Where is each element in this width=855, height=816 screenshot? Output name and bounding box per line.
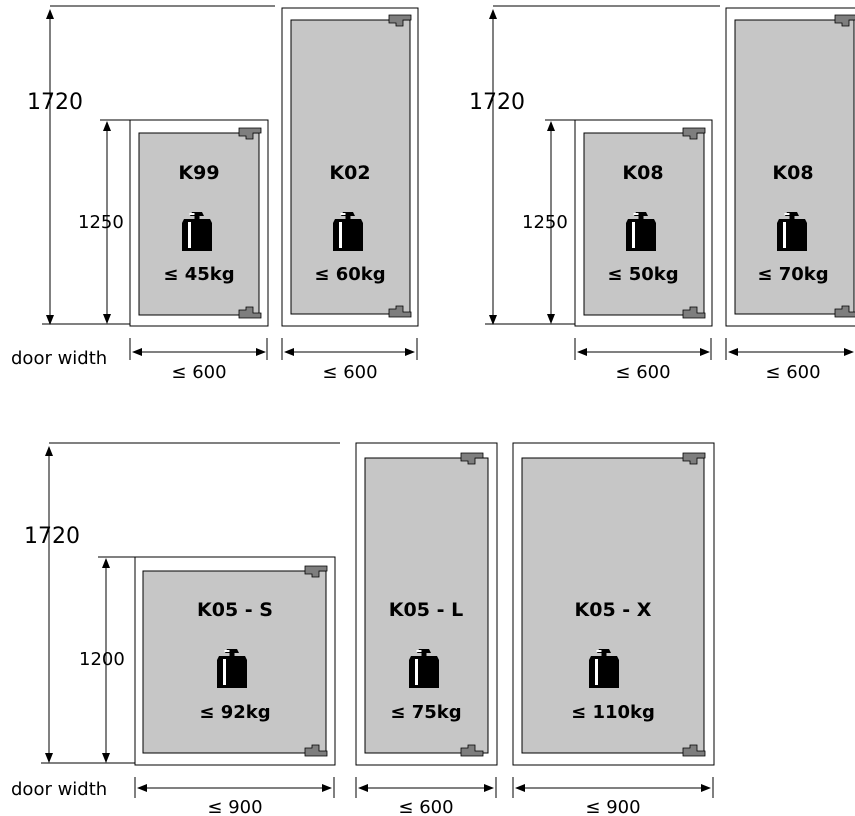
group-1: 1720 1250 K99 ≤ 45kg ≤ 600 K02 ≤ 60kg <box>27 5 419 383</box>
group-2: 1720 1250 K08 ≤ 50kg ≤ 600 K08 ≤ 70kg <box>469 5 855 383</box>
height-small-label: 1250 <box>522 212 568 233</box>
height-total-label: 1720 <box>24 524 80 549</box>
unit-width: ≤ 900 <box>207 797 262 816</box>
unit-code: K05 - X <box>575 599 652 621</box>
unit-weight: ≤ 50kg <box>607 264 678 285</box>
unit-code: K99 <box>178 162 219 184</box>
cabinet-unit: K02 ≤ 60kg ≤ 600 <box>281 7 419 383</box>
height-small-label: 1250 <box>78 212 124 233</box>
unit-width: ≤ 600 <box>765 362 820 383</box>
unit-width: ≤ 600 <box>322 362 377 383</box>
cabinet-unit: K08 ≤ 70kg ≤ 600 <box>725 7 855 383</box>
unit-width: ≤ 900 <box>585 797 640 816</box>
height-total-label: 1720 <box>27 90 83 115</box>
unit-weight: ≤ 92kg <box>199 702 270 723</box>
door-width-label: door width <box>11 779 107 800</box>
unit-code: K08 <box>622 162 663 184</box>
unit-code: K02 <box>329 162 370 184</box>
unit-weight: ≤ 45kg <box>163 264 234 285</box>
unit-width: ≤ 600 <box>398 797 453 816</box>
unit-width: ≤ 600 <box>615 362 670 383</box>
unit-weight: ≤ 60kg <box>314 264 385 285</box>
cabinet-unit: K08 ≤ 50kg ≤ 600 <box>574 119 713 383</box>
cabinet-unit: K05 - X ≤ 110kg ≤ 900 <box>512 442 715 816</box>
height-total-label: 1720 <box>469 90 525 115</box>
group-3: 1720 1200 K05 - S ≤ 92kg ≤ 900 K05 - L ≤… <box>24 442 715 816</box>
unit-weight: ≤ 110kg <box>571 702 655 723</box>
door-width-label: door width <box>11 348 107 369</box>
cabinet-unit: K05 - L ≤ 75kg ≤ 600 <box>355 442 498 816</box>
unit-width: ≤ 600 <box>171 362 226 383</box>
unit-code: K05 - L <box>389 599 463 621</box>
unit-code: K05 - S <box>197 599 273 621</box>
cabinet-unit: K99 ≤ 45kg ≤ 600 <box>129 119 269 383</box>
unit-code: K08 <box>772 162 813 184</box>
unit-weight: ≤ 75kg <box>390 702 461 723</box>
height-small-label: 1200 <box>79 649 125 670</box>
cabinet-unit: K05 - S ≤ 92kg ≤ 900 <box>134 556 336 816</box>
unit-weight: ≤ 70kg <box>757 264 828 285</box>
